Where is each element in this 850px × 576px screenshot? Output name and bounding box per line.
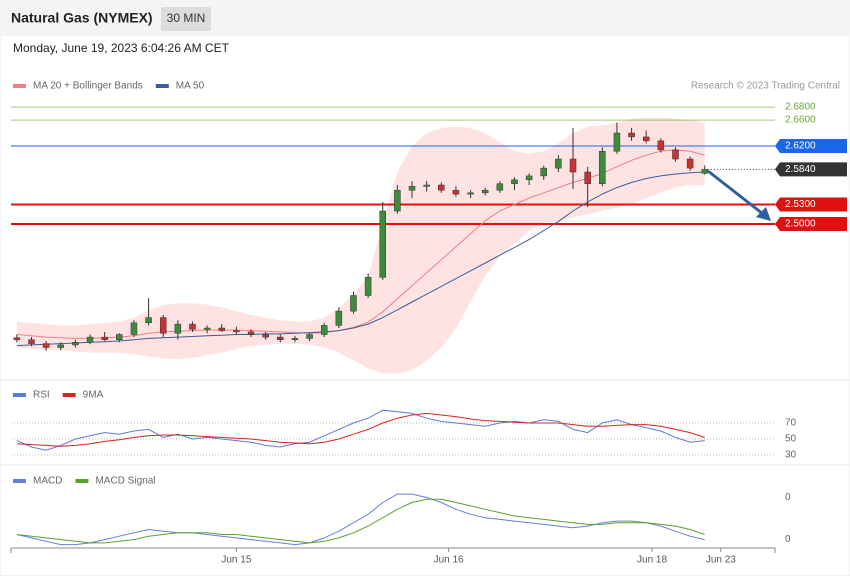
candle-body — [555, 158, 562, 169]
candle-body — [101, 336, 108, 340]
level-tag — [775, 197, 847, 212]
candle-body — [28, 339, 35, 344]
candle-body — [277, 336, 284, 340]
timeframe[interactable]: 30 MIN — [167, 11, 206, 25]
legend-label: 9MA — [83, 390, 104, 401]
candle-body — [42, 343, 50, 348]
candle-body — [203, 327, 211, 330]
candle-body — [57, 344, 65, 348]
candle-body — [145, 317, 152, 324]
candle-body — [657, 140, 665, 151]
candle-body — [452, 189, 460, 195]
y-tick-label: 0 — [785, 492, 791, 503]
timestamp: Monday, June 19, 2023 6:04:26 AM CET — [13, 41, 230, 55]
legend-swatch — [155, 84, 169, 88]
candle-body — [72, 342, 79, 346]
candle-body — [569, 158, 577, 173]
candle-body — [628, 132, 635, 138]
candle-body — [335, 310, 343, 326]
candle-body — [350, 295, 357, 312]
candle-body — [686, 158, 694, 169]
level-label: 2.5840 — [785, 164, 816, 175]
candle-body — [13, 337, 21, 340]
candle-body — [642, 136, 650, 142]
candle-body — [262, 334, 269, 338]
timeframe-badge[interactable] — [161, 7, 211, 31]
candle-body — [159, 317, 167, 334]
candle-body — [525, 175, 533, 181]
legend-label: RSI — [33, 390, 50, 401]
candle-body — [584, 171, 591, 184]
y-tick-label: 50 — [785, 434, 797, 445]
candle-body — [364, 277, 372, 296]
y-tick-label: 70 — [785, 418, 797, 429]
candle-body — [438, 184, 445, 191]
candle-body — [379, 210, 387, 278]
legend-label: MACD Signal — [95, 476, 155, 487]
forecast-arrow — [707, 169, 764, 216]
chart-title: Natural Gas (NYMEX) — [11, 10, 153, 26]
indicator-line — [16, 412, 705, 447]
legend-swatch — [13, 393, 26, 397]
indicator-line — [16, 493, 705, 546]
credit: Research © 2023 Trading Central — [691, 81, 840, 92]
indicator-line — [16, 409, 705, 451]
candle-body — [467, 192, 474, 195]
level-tag — [775, 162, 847, 177]
level-label: 2.6600 — [785, 115, 816, 126]
legend-swatch — [62, 393, 76, 397]
bollinger-band — [16, 117, 705, 374]
header-bar — [0, 0, 850, 36]
candle-body — [291, 338, 299, 340]
legend-swatch — [13, 479, 26, 483]
level-label: 2.6800 — [785, 102, 816, 113]
candle-body — [320, 325, 328, 335]
candle-body — [481, 189, 489, 194]
candle-body — [189, 323, 196, 330]
candle-body — [86, 336, 94, 343]
level-label: 2.5300 — [785, 199, 816, 210]
level-tag — [775, 217, 847, 232]
candle-body — [496, 183, 504, 191]
ma-line — [16, 171, 705, 347]
candle-body — [306, 334, 313, 339]
candle-body — [247, 331, 255, 335]
level-label: 2.5000 — [785, 219, 816, 230]
level-label: 2.6200 — [785, 141, 816, 152]
candle-body — [174, 323, 182, 334]
candle-body — [130, 322, 138, 335]
candle-body — [540, 167, 548, 177]
candle-body — [423, 184, 430, 187]
level-tag — [775, 139, 847, 154]
x-tick-label: Jun 23 — [706, 555, 736, 566]
plot: MA 20 + Bollinger Bands MA 50 2.6800 2.6600… — [10, 81, 847, 566]
legend-label: MA 50 — [176, 81, 205, 92]
legend-label: MA 20 + Bollinger Bands — [33, 81, 143, 92]
y-tick-label: 0 — [785, 534, 791, 545]
forecast-arrow-head — [756, 207, 771, 221]
candle-body — [599, 150, 606, 184]
candle-body — [613, 132, 621, 152]
legend-swatch — [75, 479, 89, 483]
candle-body — [511, 179, 518, 184]
y-tick-label: 30 — [785, 450, 797, 461]
legend-label: MACD — [33, 476, 62, 487]
candle-body — [233, 330, 240, 333]
x-tick-label: Jun 16 — [434, 555, 464, 566]
candle-body — [701, 169, 708, 174]
candle-body — [218, 327, 226, 331]
x-tick-label: Jun 15 — [221, 555, 251, 566]
indicator-line — [16, 498, 705, 544]
candle-body — [116, 334, 123, 340]
legend-swatch — [13, 84, 26, 88]
candle-body — [394, 189, 401, 212]
candle-body — [672, 149, 679, 160]
x-tick-label: Jun 18 — [637, 555, 667, 566]
candle-body — [408, 186, 416, 191]
